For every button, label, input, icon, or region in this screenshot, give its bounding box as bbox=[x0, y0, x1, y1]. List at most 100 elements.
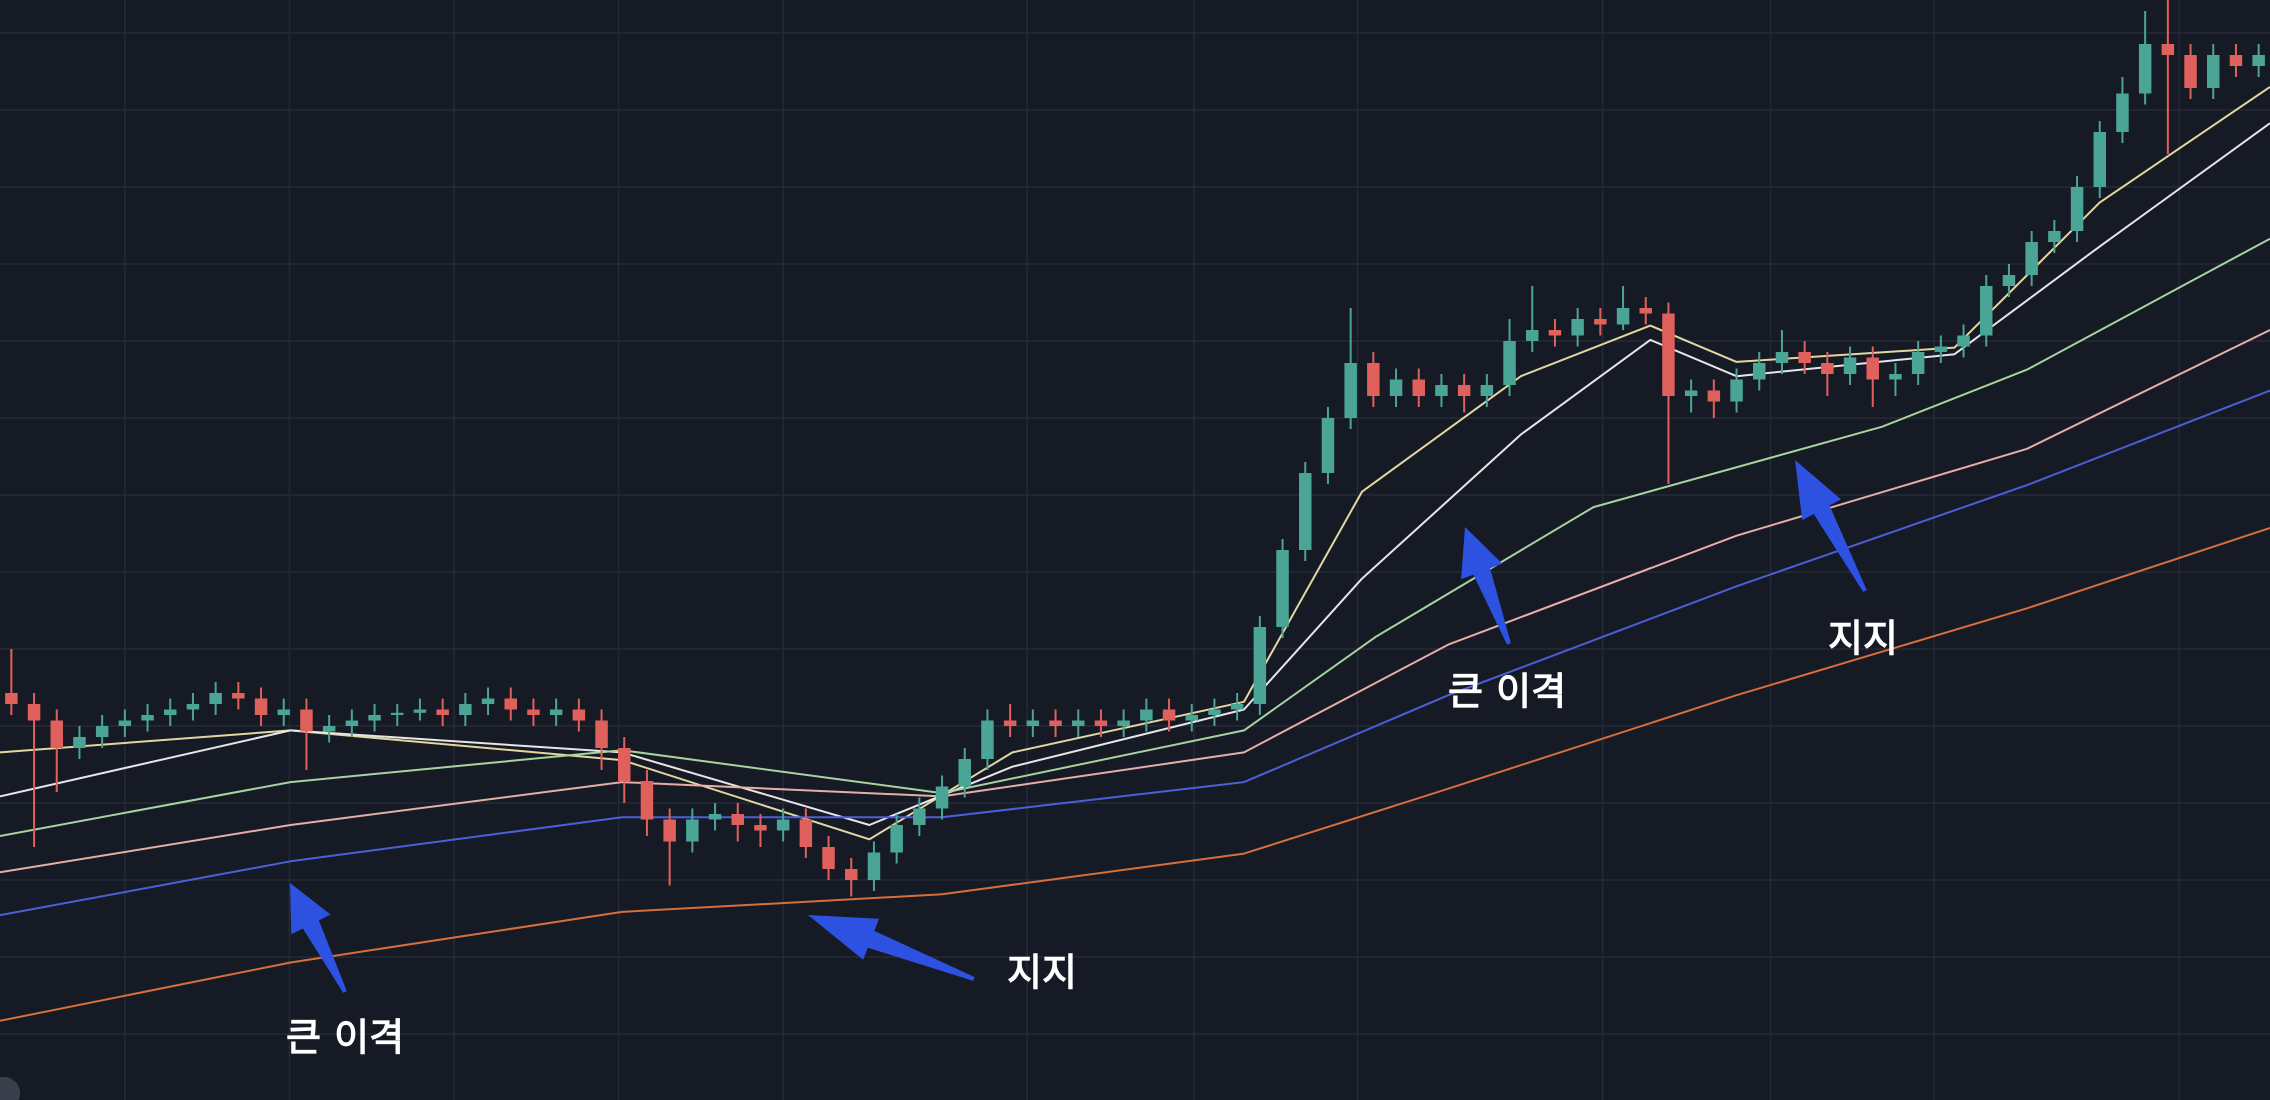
candle-body bbox=[164, 709, 177, 715]
candle-body bbox=[708, 814, 722, 820]
candle-body bbox=[1707, 390, 1721, 402]
candle-body bbox=[1957, 335, 1970, 347]
candle-body bbox=[640, 781, 654, 820]
arrow bbox=[1795, 460, 1867, 592]
candle-body bbox=[1412, 379, 1425, 396]
candle-body bbox=[209, 693, 222, 704]
moving-average-line bbox=[0, 237, 2270, 837]
candle-body bbox=[2048, 231, 2061, 242]
candle-body bbox=[776, 819, 790, 831]
candle-body bbox=[1185, 715, 1198, 721]
candle-body bbox=[1253, 627, 1267, 704]
candle-body bbox=[1276, 550, 1289, 627]
candle-body bbox=[95, 726, 109, 737]
candle-body bbox=[141, 715, 154, 721]
candle-body bbox=[1503, 341, 1516, 385]
candle-body bbox=[1299, 473, 1312, 550]
candle-body bbox=[549, 709, 563, 715]
candle-body bbox=[1389, 379, 1403, 396]
candle-body bbox=[913, 808, 926, 825]
arrow bbox=[808, 915, 975, 981]
candle-body bbox=[27, 704, 41, 721]
candle-body bbox=[2229, 55, 2243, 66]
corner-icon[interactable] bbox=[0, 1077, 20, 1100]
moving-average-line bbox=[0, 329, 2270, 874]
candle-body bbox=[731, 814, 744, 825]
candle-body bbox=[2093, 132, 2106, 187]
candle-body bbox=[1684, 390, 1698, 396]
candle-body bbox=[1480, 385, 1494, 396]
candle-body bbox=[413, 709, 427, 713]
candle-body bbox=[595, 720, 608, 748]
candle-body bbox=[391, 712, 404, 715]
candle-body bbox=[1435, 385, 1448, 396]
candle-body bbox=[322, 726, 336, 732]
candle-body bbox=[300, 709, 313, 732]
candle-body bbox=[1526, 330, 1539, 341]
candle-body bbox=[436, 709, 449, 715]
candle-body bbox=[2252, 55, 2265, 66]
candle-body bbox=[1072, 720, 1085, 726]
candle-body bbox=[1571, 319, 1584, 336]
candle-body bbox=[1548, 330, 1562, 336]
candle-body bbox=[890, 825, 903, 853]
candle-body bbox=[459, 704, 472, 715]
candle-body bbox=[2070, 187, 2084, 231]
candle-body bbox=[1457, 385, 1471, 396]
candle-body bbox=[686, 819, 699, 842]
candle-body bbox=[481, 698, 495, 704]
candle-body bbox=[754, 825, 767, 831]
candle-body bbox=[1798, 352, 1811, 363]
candle-body bbox=[2002, 275, 2016, 286]
candle-body bbox=[1049, 720, 1062, 726]
candle-body bbox=[254, 698, 268, 715]
candle-body bbox=[2138, 44, 2152, 94]
candle-body bbox=[118, 720, 132, 726]
candle-body bbox=[1980, 286, 1993, 336]
candle-body bbox=[1208, 709, 1221, 715]
annotation: 큰 이격 bbox=[1448, 670, 1566, 714]
candle-body bbox=[1911, 352, 1925, 374]
candle-body bbox=[1866, 357, 1879, 380]
candle-body bbox=[958, 759, 971, 787]
candle-body bbox=[981, 720, 994, 759]
candle-body bbox=[2184, 55, 2197, 88]
candle-body bbox=[935, 786, 949, 809]
moving-average-line bbox=[0, 527, 2270, 1022]
candle-body bbox=[663, 819, 676, 842]
candle-body bbox=[2116, 93, 2129, 132]
candle-body bbox=[5, 693, 18, 704]
candle-body bbox=[2025, 242, 2038, 275]
candle-body bbox=[1821, 363, 1834, 374]
candle-body bbox=[1003, 720, 1017, 726]
candle-body bbox=[799, 819, 813, 847]
candle-body bbox=[1843, 357, 1857, 374]
candle-body bbox=[1026, 720, 1040, 726]
candle-body bbox=[1230, 704, 1244, 710]
candle-body bbox=[1753, 363, 1766, 380]
candle-body bbox=[527, 709, 540, 715]
candle-body bbox=[2207, 55, 2220, 88]
candle-body bbox=[867, 852, 881, 880]
arrow bbox=[1461, 527, 1511, 645]
candle-body bbox=[845, 869, 858, 880]
candle-body bbox=[1094, 720, 1108, 726]
candle-body bbox=[50, 720, 63, 748]
candle-body bbox=[572, 709, 586, 721]
candle-body bbox=[1775, 352, 1789, 363]
candle-body bbox=[1616, 308, 1630, 325]
annotation: 지지 bbox=[1007, 951, 1077, 995]
candle-body bbox=[2161, 44, 2175, 55]
candle-body bbox=[277, 709, 290, 715]
arrow bbox=[290, 883, 347, 993]
candle-body bbox=[232, 693, 245, 699]
candle-body bbox=[73, 737, 86, 748]
candle-body bbox=[1344, 363, 1357, 418]
candle-body bbox=[1889, 374, 1902, 380]
candle-body bbox=[368, 715, 381, 721]
candle-body bbox=[1662, 313, 1675, 396]
annotation: 지지 bbox=[1828, 617, 1898, 661]
candle-body bbox=[345, 720, 359, 726]
